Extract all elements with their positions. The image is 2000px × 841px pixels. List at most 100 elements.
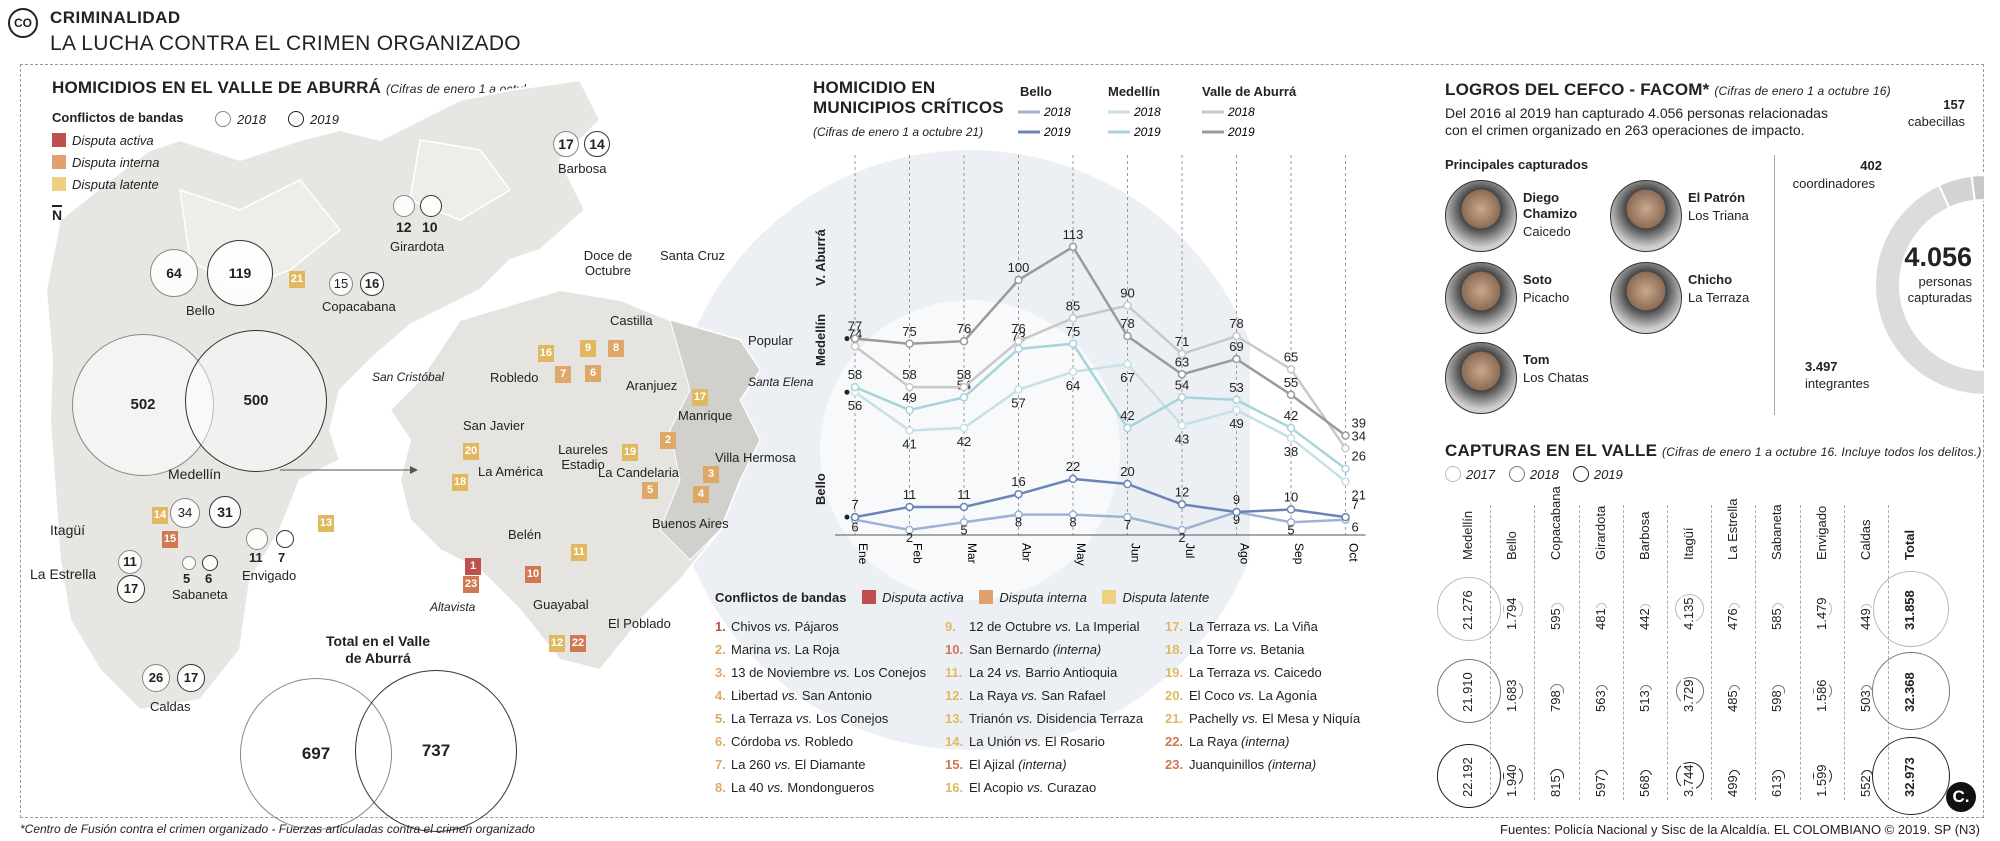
data-label: 26	[1352, 449, 1366, 464]
column-separator	[1667, 505, 1668, 800]
data-label: 55	[1284, 375, 1298, 390]
data-label: 22	[1066, 459, 1080, 474]
bubble-laestrella-2018: 11	[118, 550, 142, 574]
comuna-label: El Poblado	[608, 616, 671, 631]
label-copacabana: Copacabana	[322, 299, 396, 314]
data-label: 49	[1229, 416, 1243, 431]
chart-title: HOMICIDIO EN MUNICIPIOS CRÍTICOS	[813, 78, 1004, 117]
person-alias: El Patrón	[1688, 190, 1746, 205]
value-sabaneta-2018: 5	[183, 571, 191, 586]
donut-lbl-coord: coordinadores	[1792, 176, 1875, 191]
data-label: 69	[1229, 339, 1243, 354]
person-name: Los Chatas	[1523, 370, 1589, 385]
conflict-badge: 7	[555, 366, 571, 383]
conflict-item: 17. La Terraza vs. La Viña	[1165, 619, 1318, 634]
capture-value: 613	[1769, 775, 1785, 797]
column-separator	[1622, 505, 1624, 800]
conflict-item: 12. La Raya vs. San Rafael	[945, 688, 1106, 703]
person-alias: Chicho	[1688, 272, 1733, 287]
legend-2018: 2018	[215, 111, 266, 127]
column-separator	[1490, 505, 1492, 800]
legend-active: Disputa activa	[52, 133, 154, 148]
conflict-badge: 11	[571, 544, 587, 561]
capture-value: 31.858	[1902, 590, 1917, 630]
capture-value: 1.683	[1504, 679, 1520, 712]
data-point	[850, 382, 860, 392]
data-label: 7	[1352, 497, 1359, 512]
comuna-label: Belén	[508, 527, 542, 542]
data-label: 76	[957, 321, 971, 336]
value-envigado-2018: 11	[249, 550, 263, 565]
capture-value: 481	[1592, 608, 1608, 630]
capture-value: 1.586	[1813, 679, 1829, 712]
data-label: 2	[1178, 530, 1185, 545]
comuna-label: Doce de Octubre	[583, 248, 633, 278]
data-point	[1177, 500, 1187, 509]
capture-bubble	[1871, 736, 1951, 816]
donut-val-integrantes: 3.497	[1805, 359, 1838, 374]
legend-year: 2019	[1043, 125, 1071, 139]
capture-value: 4.135	[1681, 597, 1696, 630]
data-label: 53	[1229, 380, 1243, 395]
conflict-badge: 14	[152, 507, 168, 524]
data-point	[850, 334, 860, 343]
bubble-barbosa-2018: 17	[553, 131, 579, 157]
conflict-list-col2: 9. 12 de Octubre vs. La Imperial 10. San Be…	[945, 615, 1143, 799]
capture-value: 22.192	[1460, 757, 1475, 797]
legend-group-medellin: Medellín	[1108, 84, 1161, 99]
data-point	[1014, 510, 1023, 519]
data-label: 65	[1284, 349, 1298, 364]
x-tick-label: Oct	[1347, 543, 1361, 562]
conflict-badge: 8	[608, 340, 624, 357]
data-point	[1014, 344, 1023, 354]
data-point	[1123, 479, 1132, 489]
legend-group-valle: Valle de Aburrá	[1202, 84, 1297, 99]
data-point	[905, 382, 914, 392]
data-point	[959, 502, 969, 512]
data-label: 5	[960, 522, 967, 537]
comuna-label: Robledo	[490, 370, 539, 385]
data-label: 11	[957, 487, 971, 502]
data-label: 11	[903, 487, 917, 502]
value-envigado-2019: 7	[278, 550, 286, 565]
capture-value: 32.368	[1902, 672, 1917, 712]
conflict-badge: 16	[538, 345, 554, 362]
capture-value: 3.729	[1681, 679, 1696, 712]
conflict-badge: 10	[525, 566, 541, 583]
data-label: 54	[1175, 377, 1189, 392]
bubble-girardota-2019	[420, 195, 442, 217]
value-girardota-2018: 12	[396, 219, 412, 235]
conflict-badge: 13	[318, 515, 334, 532]
capture-column-header: Itagüí	[1681, 527, 1696, 560]
sources: Fuentes: Policía Nacional y Sisc de la A…	[1500, 822, 1980, 837]
data-point	[1068, 314, 1078, 323]
conflicts-legend: Conflictos de bandas Disputa activa Disp…	[715, 590, 1210, 605]
donut-chart	[1874, 173, 1986, 397]
logo-badge: CO	[8, 8, 38, 38]
conflict-item: 4. Libertad vs. San Antonio	[715, 688, 872, 703]
capture-value: 499	[1725, 775, 1741, 797]
series-line	[854, 362, 1347, 483]
conflict-item: 14. La Unión vs. El Rosario	[945, 734, 1105, 749]
comuna-label: Santa Cruz	[660, 248, 726, 263]
data-label: 78	[1120, 316, 1134, 331]
conflict-item: 9. 12 de Octubre vs. La Imperial	[945, 619, 1140, 634]
capture-value: 476	[1725, 608, 1741, 630]
bubble-laestrella-2019: 17	[117, 575, 145, 603]
x-tick-label: Mar	[965, 543, 979, 564]
bubble-bello-2018: 64	[150, 249, 198, 297]
data-label: 7	[1124, 517, 1131, 532]
capture-column-header: Barbosa	[1636, 511, 1652, 560]
bubble-envigado-2018	[246, 528, 268, 550]
data-point	[959, 382, 969, 392]
label-bello: Bello	[186, 303, 215, 318]
column-separator	[1711, 505, 1713, 800]
data-point	[1286, 390, 1296, 399]
data-point	[1341, 431, 1350, 440]
data-label: 6	[1352, 520, 1359, 535]
conflict-badge: 17	[692, 389, 708, 406]
bubble-sabaneta-2018	[182, 556, 196, 570]
data-point	[850, 512, 860, 522]
conflict-badge: 15	[162, 531, 178, 548]
person-alias: Diego Chamizo	[1523, 190, 1578, 221]
